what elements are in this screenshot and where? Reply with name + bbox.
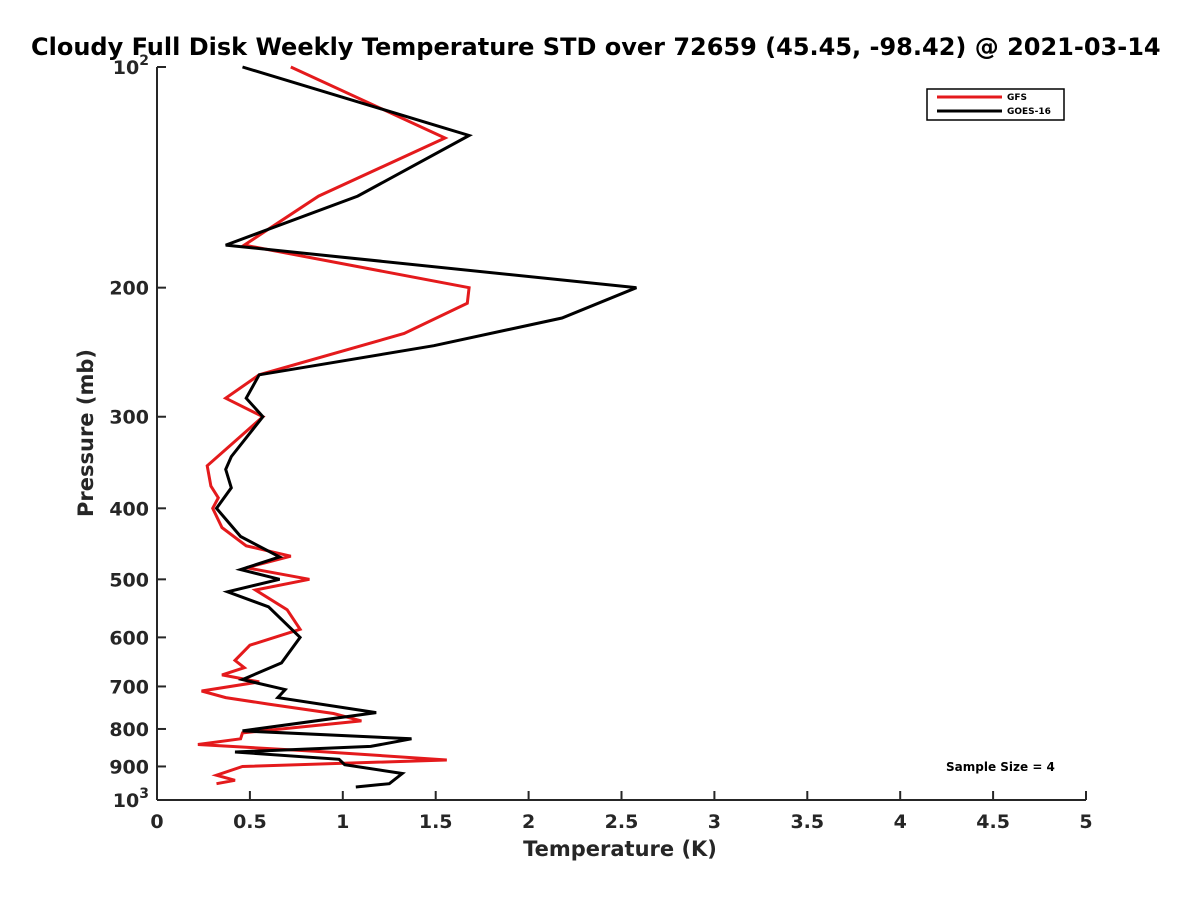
x-tick-label: 1 (336, 811, 349, 833)
x-tick-label: 1.5 (419, 811, 453, 833)
x-tick-label: 2.5 (605, 811, 639, 833)
chart-title: Cloudy Full Disk Weekly Temperature STD … (31, 33, 1161, 61)
sample-size-note: Sample Size = 4 (946, 760, 1055, 774)
y-tick-label: 600 (109, 627, 149, 649)
legend-label: GFS (1007, 93, 1027, 103)
x-axis-label: Temperature (K) (523, 837, 717, 861)
legend-label: GOES-16 (1007, 107, 1051, 117)
x-tick-label: 0 (150, 811, 163, 833)
legend-box (926, 88, 1065, 121)
x-tick-label: 3 (708, 811, 721, 833)
y-tick-label: 300 (109, 407, 149, 429)
series-line-goes-16 (214, 65, 637, 789)
x-tick-label: 0.5 (233, 811, 267, 833)
y-tick-label: 800 (109, 719, 149, 741)
legend: GFS GOES-16 (926, 88, 1065, 121)
x-tick-label: 3.5 (790, 811, 824, 833)
plot-lines (197, 65, 637, 789)
y-tick-label: 400 (109, 498, 149, 520)
x-tick-label: 4 (894, 811, 907, 833)
y-tick-label: 102 (113, 53, 149, 79)
y-axis-label: Pressure (mb) (74, 349, 98, 517)
x-tick-label: 4.5 (976, 811, 1010, 833)
x-tick-label: 5 (1079, 811, 1092, 833)
y-tick-label: 500 (109, 569, 149, 591)
series-line-gfs (197, 65, 471, 786)
axes: 0 0.5 1 1.5 2 2.5 3 3.5 4 4.5 5 102 200 300 400 500 600 7… (109, 53, 1092, 833)
y-tick-label: 200 (109, 278, 149, 300)
x-tick-label: 2 (522, 811, 535, 833)
y-tick-label: 103 (113, 786, 149, 812)
y-tick-label: 900 (109, 756, 149, 778)
y-tick-label: 700 (109, 676, 149, 698)
